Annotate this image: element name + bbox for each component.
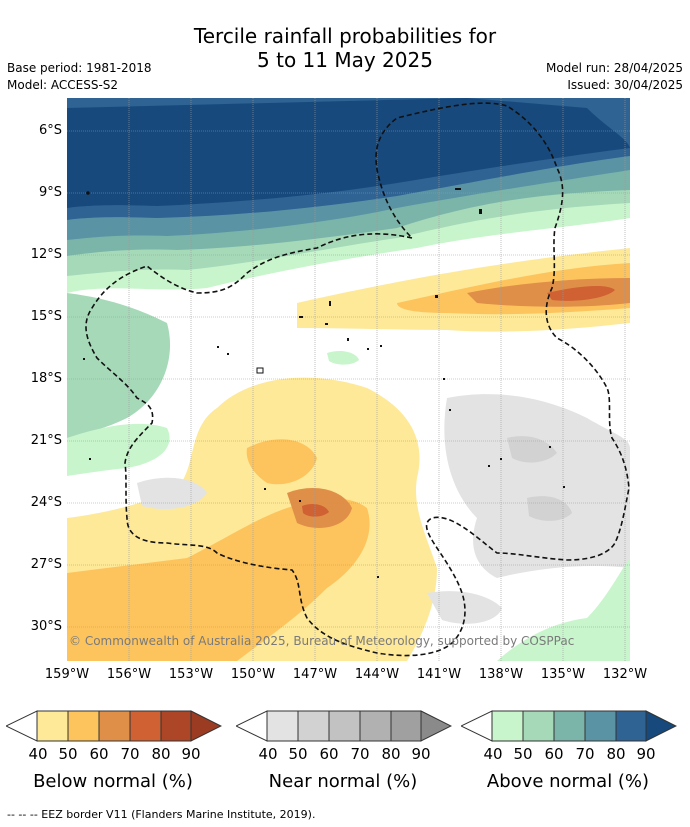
above-tick-60: 60: [544, 745, 564, 763]
map-canvas: [67, 98, 630, 661]
lon-label-156w: 156°W: [106, 667, 152, 682]
lat-label-21s: 21°S: [30, 433, 62, 448]
eez-border-note: -- -- -- EEZ border V11 (Flanders Marine…: [7, 808, 316, 821]
near-normal-label: Near normal (%): [268, 771, 418, 792]
lat-label-24s: 24°S: [30, 495, 62, 510]
model-run-text: Model run: 28/04/2025: [545, 61, 683, 75]
lat-label-6s: 6°S: [38, 123, 62, 138]
below-tick-70: 70: [120, 745, 140, 763]
lon-label-147w: 147°W: [292, 667, 338, 682]
above-tick-40: 40: [483, 745, 503, 763]
map-title-line2: 5 to 11 May 2025: [257, 48, 433, 72]
lat-label-9s: 9°S: [38, 185, 62, 200]
near-tick-70: 70: [350, 745, 370, 763]
near-tick-40: 40: [258, 745, 278, 763]
issued-text: Issued: 30/04/2025: [567, 78, 683, 92]
near-tick-60: 60: [319, 745, 339, 763]
lon-label-132w: 132°W: [602, 667, 648, 682]
near-tick-50: 50: [288, 745, 308, 763]
above-normal-label: Above normal (%): [486, 771, 650, 792]
base-period-text: Base period: 1981-2018: [7, 61, 152, 75]
lat-label-15s: 15°S: [30, 309, 62, 324]
copyright-text: © Commonwealth of Australia 2025, Bureau…: [69, 634, 575, 648]
near-tick-80: 80: [381, 745, 401, 763]
lon-label-159w: 159°W: [44, 667, 90, 682]
model-text: Model: ACCESS-S2: [7, 78, 119, 92]
below-tick-50: 50: [58, 745, 78, 763]
lat-label-18s: 18°S: [30, 371, 62, 386]
colorbar-above-normal: [461, 710, 677, 742]
lat-label-27s: 27°S: [30, 557, 62, 572]
below-tick-40: 40: [28, 745, 48, 763]
above-tick-70: 70: [575, 745, 595, 763]
below-tick-90: 90: [181, 745, 201, 763]
eez-border-line: [85, 102, 630, 657]
rainfall-probability-map: [67, 98, 630, 661]
lat-label-30s: 30°S: [30, 619, 62, 634]
lon-label-138w: 138°W: [478, 667, 524, 682]
below-tick-80: 80: [151, 745, 171, 763]
colorbar-below-normal: [6, 710, 222, 742]
lon-label-150w: 150°W: [230, 667, 276, 682]
lon-label-144w: 144°W: [354, 667, 400, 682]
map-title-line1: Tercile rainfall probabilities for: [193, 24, 497, 48]
lon-label-153w: 153°W: [168, 667, 214, 682]
near-tick-90: 90: [411, 745, 431, 763]
above-tick-50: 50: [513, 745, 533, 763]
lon-label-135w: 135°W: [540, 667, 586, 682]
above-tick-80: 80: [606, 745, 626, 763]
below-normal-label: Below normal (%): [33, 771, 193, 792]
lon-label-141w: 141°W: [416, 667, 462, 682]
island-outlines: [83, 188, 565, 578]
lat-label-12s: 12°S: [30, 247, 62, 262]
below-tick-60: 60: [89, 745, 109, 763]
above-tick-90: 90: [636, 745, 656, 763]
colorbar-near-normal: [236, 710, 452, 742]
